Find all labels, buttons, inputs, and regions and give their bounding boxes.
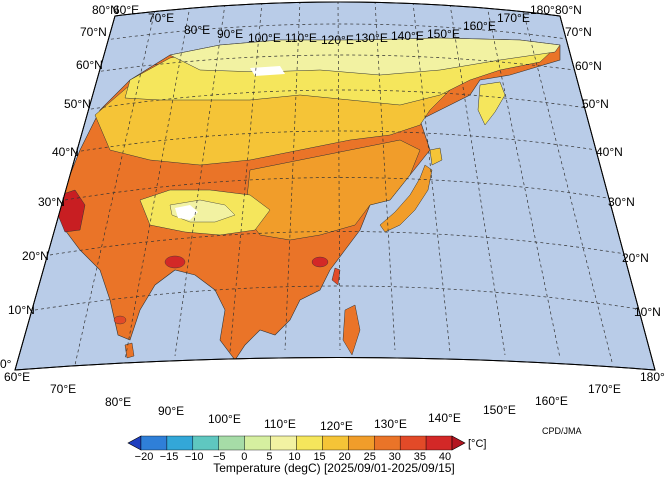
lon-label: 120°E [320,419,353,433]
colorbar-low-arrow [127,435,142,451]
colorbar-segment [192,435,219,451]
land-warm-zone-east [244,139,421,241]
colorbar: −20 −15 −10 −5 0 5 10 15 20 25 30 35 40 [°C] Tempera… [127,435,486,475]
lon-label: 140°E [428,411,461,425]
lon-label: 150°E [483,403,516,417]
colorbar-tick-label: 10 [288,451,300,463]
lat-label: 20°N [22,249,49,263]
philippines [342,304,361,356]
lon-label: 130°E [355,31,388,45]
map-frame [14,1,656,371]
colorbar-tick-label: 0 [241,451,247,463]
lat-label: 60°N [575,59,602,73]
colorbar-segment [296,435,323,451]
lat-labels-right: 80°N 70°N 60°N 50°N 40°N 30°N 20°N 10°N [555,3,661,319]
sri-lanka [124,342,135,359]
colorbar-segment [270,435,297,451]
lon-label: 100°E [208,412,241,426]
colorbar-segment [140,435,168,451]
colorbar-segment [425,435,453,451]
lon-label: 150°E [427,27,460,41]
colorbar-segment [348,435,375,451]
lon-labels-top: 60°E 70°E 80°E 90°E 100°E 110°E 120°E 13… [113,3,555,47]
borneo [284,359,331,370]
colorbar-tick-label: 40 [439,451,451,463]
lat-label: 40°N [52,145,79,159]
lon-label: 180° [640,370,665,384]
lat-label: 0° [0,357,12,371]
colorbar-segment [322,435,349,451]
lon-label: 110°E [264,417,296,431]
lat-label: 70°N [80,25,107,39]
colorbar-segment [244,435,271,451]
taiwan [331,267,341,286]
lon-label: 80°E [105,395,131,409]
lon-label: 60°E [4,370,30,384]
lon-label: 160°E [535,394,568,408]
lon-label: 130°E [374,417,407,431]
lat-label: 40°N [596,145,623,159]
lat-labels-left: 80°N 70°N 60°N 50°N 40°N 30°N 20°N 10°N … [0,3,119,371]
colorbar-tick-label: 35 [414,451,426,463]
lon-label: 90°E [217,27,243,41]
lat-label: 80°N [555,3,582,17]
lon-label: 110°E [285,31,317,45]
lat-label: 50°N [582,97,609,111]
lon-label: 120°E [321,33,354,47]
colorbar-tick-label: 30 [389,451,401,463]
hot-spot-india [164,255,186,269]
lat-label: 70°N [565,25,592,39]
colorbar-tick-label: 20 [339,451,351,463]
colorbar-title: Temperature (degC) [2025/09/01-2025/09/1… [213,461,455,475]
lon-label: 90°E [158,404,184,418]
colorbar-segment [374,435,401,451]
lon-label: 170°E [588,382,621,396]
colorbar-tick-label: −15 [160,451,179,463]
colorbar-tick-label: −10 [185,451,204,463]
lon-label: 160°E [463,19,496,33]
lat-label: 10°N [634,305,661,319]
credit-label: CPD/JMA [542,426,582,436]
lat-label: 30°N [608,195,635,209]
lat-label: 80°N [92,3,119,17]
lat-label: 30°N [38,195,65,209]
colorbar-high-arrow [451,435,466,451]
lon-label: 60°E [113,3,139,17]
colorbar-tick-label: −5 [213,451,226,463]
lat-label: 10°N [8,303,35,317]
colorbar-tick-label: 5 [266,451,272,463]
no-data-area [175,205,198,220]
colorbar-segment [399,435,427,451]
no-data-area-north [250,66,285,76]
lon-label: 80°E [184,23,210,37]
colorbar-segment [166,435,194,451]
lon-label: 70°E [148,11,174,25]
lon-label: 100°E [248,31,281,45]
colorbar-tick-label: 15 [313,451,325,463]
lon-label: 170°E [497,11,530,25]
kamchatka [477,81,506,126]
hot-spot-south-india [113,315,127,325]
lon-label: 70°E [50,382,76,396]
hokkaido [429,147,443,166]
lon-label: 140°E [391,29,424,43]
colorbar-tick-label: −20 [135,451,154,463]
lon-labels-bottom: 60°E 70°E 80°E 90°E 100°E 110°E 120°E 13… [4,370,665,433]
colorbar-unit: [°C] [468,438,486,450]
lat-label: 20°N [622,251,649,265]
lat-label: 60°N [76,58,103,72]
lat-label: 50°N [64,97,91,111]
colorbar-segment [218,435,245,451]
hot-spot-sichuan [311,256,329,268]
lon-label: 180° [530,3,555,17]
graticule-longitude [74,2,613,366]
colorbar-tick-label: 25 [364,451,376,463]
